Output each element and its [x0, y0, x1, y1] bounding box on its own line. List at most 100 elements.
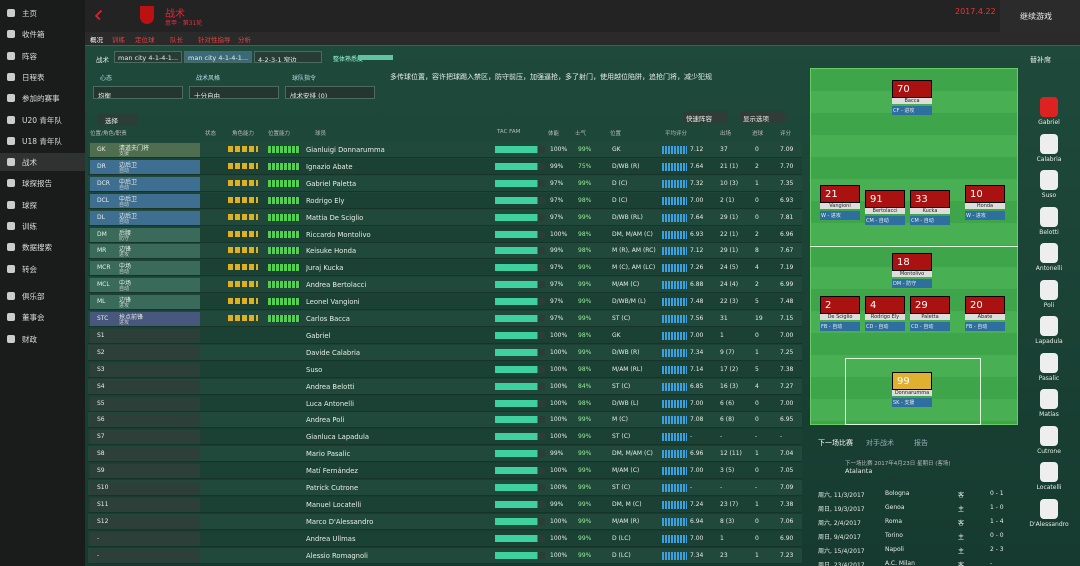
player-name[interactable]: Mattia De Sciglio — [306, 213, 364, 222]
sub-shirt[interactable] — [1040, 316, 1058, 336]
player-name[interactable]: Gianluca Lapadula — [306, 433, 369, 442]
player-name[interactable]: Andrea Belotti — [306, 382, 355, 391]
sub-shirt[interactable] — [1040, 133, 1058, 154]
sub-shirt[interactable] — [1040, 170, 1058, 190]
player-row[interactable] — [88, 412, 802, 429]
player-row[interactable] — [88, 243, 802, 260]
column-header[interactable]: 位置能力 — [268, 131, 291, 137]
player-name[interactable]: Marco D'Alessandro — [306, 517, 374, 526]
tab[interactable]: 针对性指导 — [198, 36, 231, 44]
nav-item[interactable]: 财政 — [22, 334, 37, 344]
column-header[interactable]: 平均评分 — [665, 131, 688, 137]
player-row[interactable] — [88, 294, 802, 311]
player-name[interactable]: Gabriel — [306, 331, 331, 340]
setting-select[interactable]: 战术安排 (0) — [285, 86, 375, 99]
column-header[interactable]: TAC FAM — [497, 129, 521, 135]
nav-item[interactable]: 转会 — [22, 264, 37, 274]
nav-item[interactable]: U20 青年队 — [22, 115, 62, 125]
nav-item[interactable]: 球探报告 — [22, 179, 52, 189]
nav-item[interactable]: 数据搜索 — [22, 243, 52, 253]
player-row[interactable] — [88, 277, 802, 294]
player-name[interactable]: Patrick Cutrone — [306, 484, 359, 492]
nav-item[interactable]: 俱乐部 — [22, 291, 45, 301]
toolbar-select[interactable]: 选择 — [97, 114, 137, 125]
sub-shirt[interactable] — [1040, 243, 1058, 263]
player-row[interactable] — [88, 361, 802, 378]
tactic-select[interactable]: 4-2-3-1 窄边 — [254, 51, 322, 63]
player-row[interactable] — [88, 260, 802, 277]
shirt[interactable]: 29 — [910, 296, 950, 314]
column-header[interactable]: 士气 — [575, 131, 587, 137]
tab[interactable]: 训练 — [112, 36, 125, 44]
column-header[interactable]: 出场 — [720, 131, 732, 137]
nav-item[interactable]: 董事会 — [22, 313, 45, 323]
shirt[interactable]: 4 — [865, 296, 905, 314]
player-row[interactable] — [88, 175, 802, 192]
player-name[interactable]: Keisuke Honda — [306, 247, 357, 256]
player-name[interactable]: Luca Antonelli — [306, 399, 354, 408]
player-name[interactable]: Manuel Locatelli — [306, 500, 362, 509]
nav-item[interactable]: 球探 — [22, 200, 37, 210]
nav-item[interactable]: 日程表 — [22, 72, 45, 82]
fixture-opponent[interactable]: Napoli — [885, 546, 904, 553]
fixture-opponent[interactable]: Torino — [885, 532, 903, 539]
player-name[interactable]: Gabriel Paletta — [306, 179, 357, 188]
player-name[interactable]: Riccardo Montolivo — [306, 230, 371, 239]
player-row[interactable] — [88, 142, 802, 158]
player-name[interactable]: Carlos Bacca — [306, 315, 350, 323]
player-row[interactable] — [88, 192, 802, 209]
nav-item[interactable]: 阵容 — [22, 51, 37, 61]
shirt[interactable]: 10 — [965, 185, 1005, 203]
player-row[interactable] — [88, 446, 802, 463]
setting-select[interactable]: 十分自由 — [189, 86, 279, 99]
column-header[interactable]: 进球 — [752, 131, 764, 137]
quick-pick[interactable]: 快速阵容 — [683, 111, 728, 123]
player-name[interactable]: Juraj Kucka — [306, 264, 344, 273]
nav-item[interactable]: 收件箱 — [22, 30, 45, 40]
column-header[interactable]: 体能 — [548, 131, 560, 137]
column-header[interactable]: 位置 — [610, 131, 622, 137]
tab[interactable]: 分析 — [238, 36, 251, 44]
player-row[interactable] — [88, 480, 802, 496]
shirt[interactable]: 21 — [820, 185, 860, 203]
player-name[interactable]: Ignazio Abate — [306, 162, 353, 171]
player-name[interactable]: Rodrigo Ely — [306, 196, 345, 205]
player-row[interactable] — [88, 344, 802, 361]
column-header[interactable]: 角色能力 — [232, 131, 255, 137]
shirt[interactable]: 91 — [865, 190, 905, 208]
sub-shirt[interactable] — [1040, 425, 1058, 446]
tab[interactable]: 队长 — [170, 36, 183, 44]
player-name[interactable]: Andrea Ullmas — [306, 534, 356, 543]
player-name[interactable]: Matí Fernández — [306, 467, 358, 476]
fixture-opponent[interactable]: Roma — [885, 518, 903, 525]
continue-button[interactable]: 继续游戏 — [1000, 0, 1080, 32]
player-row[interactable] — [88, 463, 802, 480]
info-tab[interactable]: 下一场比赛 — [818, 439, 853, 447]
player-row[interactable] — [88, 530, 802, 547]
sub-shirt[interactable] — [1040, 97, 1058, 117]
tactic-select[interactable]: man city 4-1-4-1... — [184, 51, 252, 63]
player-row[interactable] — [88, 395, 802, 412]
tab[interactable]: 定位球 — [135, 36, 155, 44]
player-name[interactable]: Andrea Bertolacci — [306, 281, 367, 290]
shirt[interactable]: 33 — [910, 190, 950, 208]
sub-shirt[interactable] — [1040, 389, 1058, 409]
player-row[interactable] — [88, 158, 802, 175]
shirt[interactable]: 2 — [820, 296, 860, 314]
fixture-opponent[interactable]: A.C. Milan — [885, 560, 915, 566]
info-tab[interactable]: 报告 — [914, 439, 928, 447]
sub-shirt[interactable] — [1040, 498, 1058, 519]
nav-item[interactable]: U18 青年队 — [22, 136, 62, 146]
sub-shirt[interactable] — [1040, 462, 1058, 482]
shirt[interactable]: 99 — [892, 372, 932, 390]
player-row[interactable] — [88, 226, 802, 243]
fixture-opponent[interactable]: Bologna — [885, 490, 910, 497]
info-tab[interactable]: 对手战术 — [866, 439, 894, 447]
player-row[interactable] — [88, 311, 802, 327]
fixture-opponent[interactable]: Genoa — [885, 504, 905, 511]
tactic-select[interactable]: man city 4-1-4-1... — [114, 51, 182, 63]
column-header[interactable]: 球员 — [315, 131, 327, 137]
player-name[interactable]: Alessio Romagnoli — [306, 551, 368, 560]
player-row[interactable] — [88, 547, 802, 564]
column-header[interactable]: 评分 — [780, 131, 792, 137]
